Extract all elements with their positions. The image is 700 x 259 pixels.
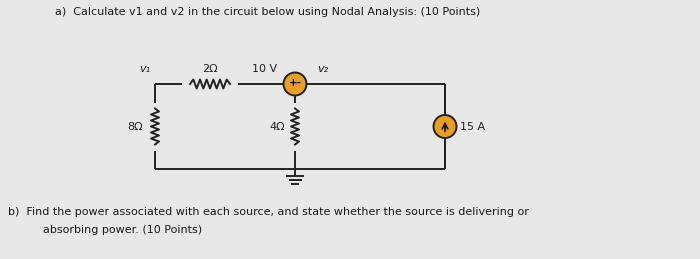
Text: 10 V: 10 V xyxy=(253,64,278,74)
Text: v₁: v₁ xyxy=(139,64,150,74)
Text: v₂: v₂ xyxy=(317,64,328,74)
Text: 2Ω: 2Ω xyxy=(202,64,218,74)
Text: absorbing power. (10 Points): absorbing power. (10 Points) xyxy=(22,225,202,235)
Text: b)  Find the power associated with each source, and state whether the source is : b) Find the power associated with each s… xyxy=(8,207,529,217)
Text: 4Ω: 4Ω xyxy=(270,121,285,132)
Text: 8Ω: 8Ω xyxy=(127,121,143,132)
Text: a)  Calculate v1 and v2 in the circuit below using Nodal Analysis: (10 Points): a) Calculate v1 and v2 in the circuit be… xyxy=(55,7,480,17)
Text: +-: +- xyxy=(288,78,302,88)
Text: 15 A: 15 A xyxy=(460,121,485,132)
Circle shape xyxy=(284,73,307,96)
Circle shape xyxy=(433,115,456,138)
